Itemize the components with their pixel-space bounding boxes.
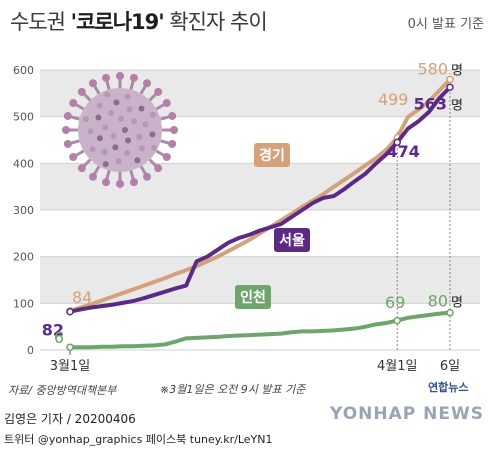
grid-band <box>40 163 480 210</box>
series-line-seoul <box>68 85 452 314</box>
data-label-start-gyeonggi: 84 <box>72 288 92 307</box>
basis-note: 0시 발표 기준 <box>407 17 484 32</box>
data-label-mid-incheon: 69 <box>385 293 405 312</box>
series-line-gyeonggi <box>68 77 452 313</box>
y-tick-label: 500 <box>13 111 34 124</box>
data-label-end-incheon: 80 <box>428 292 448 311</box>
y-tick-label: 300 <box>13 204 34 217</box>
y-tick-label: 100 <box>13 297 34 310</box>
title-prefix: 수도권 <box>10 10 71 34</box>
x-tick-label: 4월1일 <box>377 359 417 374</box>
unit-label-gyeonggi: 명 <box>451 63 463 78</box>
series-start-point-seoul <box>66 307 74 316</box>
series-tag-incheon: 인천 <box>240 289 266 306</box>
series-tag-gyeonggi: 경기 <box>259 147 285 164</box>
series-tag-seoul: 서울 <box>279 232 305 249</box>
title-highlight: '코로나19' <box>70 10 165 34</box>
data-label-start-incheon: 6 <box>54 328 64 347</box>
y-tick-label: 600 <box>13 64 34 77</box>
y-tick-label: 200 <box>13 251 34 264</box>
x-tick-label: 6일 <box>440 359 460 374</box>
series-tag-bg-seoul <box>274 228 310 252</box>
data-label-start-seoul: 82 <box>42 321 64 340</box>
chart-title: 수도권 '코로나19' 확진자 추이 <box>10 6 268 36</box>
series-mid-point-incheon <box>393 316 401 325</box>
unit-label-seoul: 명 <box>451 98 463 113</box>
series-end-point-seoul <box>446 83 454 92</box>
virus-illustration <box>62 72 178 188</box>
series-end-point-gyeonggi <box>446 75 454 84</box>
series-tag-bg-gyeonggi <box>254 143 290 167</box>
series-start-point-incheon <box>66 343 74 351</box>
y-tick-label: 400 <box>13 157 34 170</box>
series-tag-bg-incheon <box>235 285 271 309</box>
footnote: ※3월1일은 오전 9시 발표 기준 <box>160 383 306 396</box>
yonhap-logo: 연합뉴스 <box>428 381 469 394</box>
series-end-point-incheon <box>446 308 454 317</box>
data-label-end-gyeonggi: 580 <box>417 59 448 78</box>
title-suffix: 확진자 추이 <box>163 10 267 34</box>
data-label-end-seoul: 563 <box>414 94 447 113</box>
series-mid-point-seoul <box>393 138 401 147</box>
x-tick-label: 3월1일 <box>50 359 90 374</box>
reporter-credit: 김영은 기자 / 20200406 <box>4 412 136 426</box>
y-tick-label: 0 <box>27 344 34 357</box>
source-note: 자료/ 중앙방역대책본부 <box>8 384 117 397</box>
data-label-mid-gyeonggi: 499 <box>378 90 409 109</box>
social-credit: 트위터 @yonhap_graphics 페이스북 tuney.kr/LeYN1 <box>4 433 273 446</box>
series-line-incheon <box>68 310 452 350</box>
unit-label-incheon: 명 <box>451 296 463 311</box>
watermark: YONHAP NEWS <box>330 404 484 424</box>
data-label-mid-seoul: 474 <box>387 142 420 161</box>
